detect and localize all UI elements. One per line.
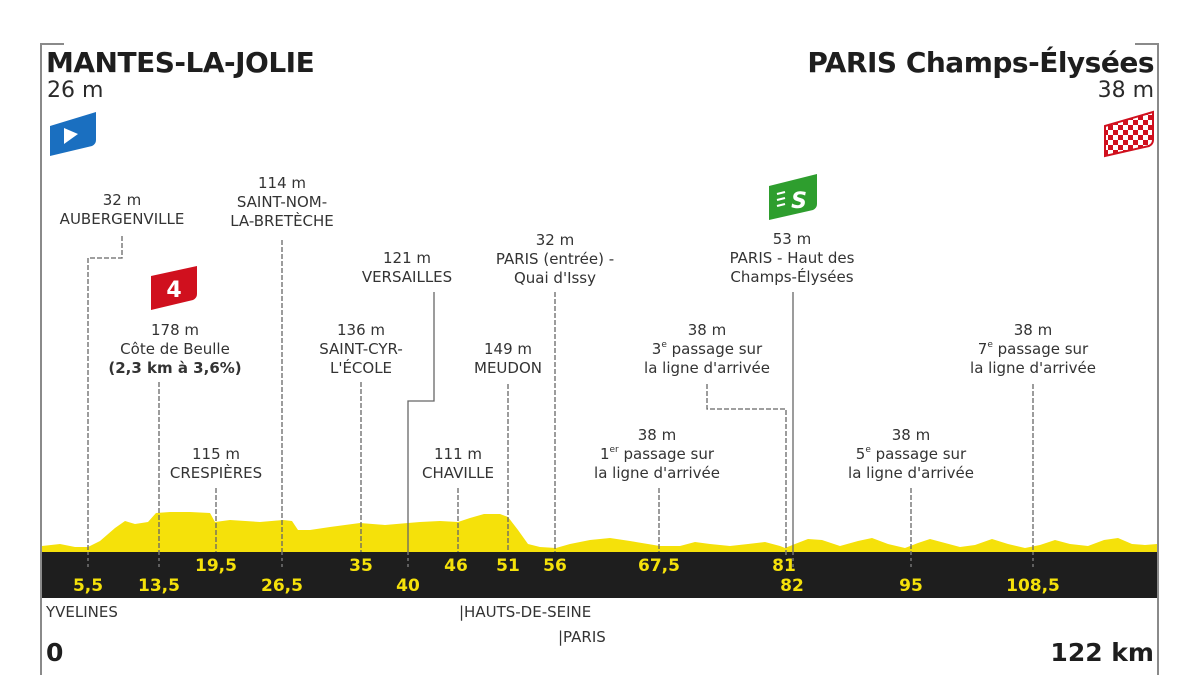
- altitude: 115 m: [191, 445, 241, 463]
- svg-text:4: 4: [166, 278, 181, 303]
- altitude: 111 m: [433, 445, 482, 463]
- passage-line2: la ligne d'arrivée: [594, 464, 720, 482]
- waypoint-chaville: 111 m CHAVILLE: [422, 445, 494, 483]
- frame-left-tick: [40, 43, 64, 45]
- waypoint-paris-entree: 32 m PARIS (entrée) - Quai d'Issy: [496, 231, 614, 288]
- checkered-finish-flag-icon: [1104, 110, 1154, 158]
- finish-altitude: 38 m: [1097, 78, 1154, 103]
- passage-line1: 5e passage sur: [855, 445, 967, 463]
- waypoint-1er-passage: 38 m 1er passage sur la ligne d'arrivée: [594, 426, 720, 483]
- km-marker: 26,5: [261, 576, 303, 596]
- place-name-line1: PARIS - Haut des: [729, 249, 855, 267]
- waypoint-haut-des-champs-elysees: 53 m PARIS - Haut des Champs-Élysées: [730, 230, 855, 287]
- altitude: 38 m: [687, 321, 727, 339]
- place-name-line1: SAINT-CYR-: [319, 340, 403, 358]
- waypoint-3e-passage: 38 m 3e passage sur la ligne d'arrivée: [644, 321, 770, 378]
- passage-line1: 7e passage sur: [977, 340, 1089, 358]
- distance-total: 122 km: [1050, 638, 1154, 667]
- leader-versailles: [407, 292, 435, 552]
- km-marker: 46: [444, 556, 468, 576]
- altitude: 178 m: [150, 321, 199, 339]
- waypoint-crespieres: 115 m CRESPIÈRES: [170, 445, 262, 483]
- waypoint-cote-de-beulle: 178 m Côte de Beulle (2,3 km à 3,6%): [108, 321, 241, 378]
- altitude: 136 m: [336, 321, 386, 339]
- km-marker: 51: [496, 556, 520, 576]
- frame-right-tick: [1135, 43, 1159, 45]
- km-marker: 82: [780, 576, 804, 596]
- waypoint-aubergenville: 32 m AUBERGENVILLE: [60, 191, 185, 229]
- svg-text:S: S: [791, 189, 807, 214]
- waypoint-saint-nom-la-breteche: 114 m SAINT-NOM- LA-BRETÈCHE: [230, 174, 334, 231]
- km-marker: 13,5: [138, 576, 180, 596]
- climb-name: Côte de Beulle: [120, 340, 230, 358]
- km-marker: 56: [543, 556, 567, 576]
- waypoint-saint-cyr-l-ecole: 136 m SAINT-CYR- L'ÉCOLE: [319, 321, 403, 378]
- passage-line1: 1er passage sur: [599, 445, 715, 463]
- climb-stats: (2,3 km à 3,6%): [108, 359, 242, 377]
- km-marker: 35: [349, 556, 373, 576]
- place-name-line2: Quai d'Issy: [513, 269, 597, 287]
- department-hauts-de-seine: |HAUTS-DE-SEINE: [459, 603, 592, 621]
- place-name: MEUDON: [474, 359, 542, 377]
- km-marker: 95: [899, 576, 923, 596]
- place-name-line1: SAINT-NOM-: [236, 193, 328, 211]
- leader-3e-passage: [706, 384, 787, 552]
- altitude: 149 m: [483, 340, 533, 358]
- altitude: 121 m: [382, 249, 432, 267]
- km-marker: 67,5: [638, 556, 680, 576]
- km-marker: 19,5: [195, 556, 237, 576]
- department-yvelines: YVELINES: [46, 603, 118, 621]
- altitude: 32 m: [102, 191, 142, 209]
- altitude: 53 m: [772, 230, 812, 248]
- passage-line1: 3e passage sur: [651, 340, 763, 358]
- elevation-area: [42, 512, 1157, 552]
- altitude: 38 m: [1013, 321, 1053, 339]
- km-marker: 108,5: [1006, 576, 1060, 596]
- place-name: CRESPIÈRES: [169, 464, 263, 482]
- frame-left-line: [40, 43, 42, 675]
- km-marker: 81: [772, 556, 796, 576]
- passage-line2: la ligne d'arrivée: [970, 359, 1096, 377]
- place-name-line2: L'ÉCOLE: [329, 359, 393, 377]
- km-marker: 40: [396, 576, 420, 596]
- waypoint-versailles: 121 m VERSAILLES: [362, 249, 452, 287]
- distance-start: 0: [46, 638, 64, 667]
- waypoint-5e-passage: 38 m 5e passage sur la ligne d'arrivée: [848, 426, 974, 483]
- place-name-line1: PARIS (entrée) -: [495, 250, 615, 268]
- leader-aubergenville: [87, 236, 123, 552]
- start-altitude: 26 m: [47, 78, 104, 103]
- place-name: AUBERGENVILLE: [59, 210, 185, 228]
- waypoint-7e-passage: 38 m 7e passage sur la ligne d'arrivée: [970, 321, 1096, 378]
- start-flag-icon: [50, 112, 96, 156]
- place-name: CHAVILLE: [422, 464, 494, 482]
- passage-line2: la ligne d'arrivée: [644, 359, 770, 377]
- start-town-title: MANTES-LA-JOLIE: [46, 46, 315, 79]
- altitude: 114 m: [257, 174, 307, 192]
- place-name-line2: LA-BRETÈCHE: [230, 212, 334, 230]
- km-marker: 5,5: [72, 576, 104, 596]
- place-name: VERSAILLES: [361, 268, 453, 286]
- frame-right-line: [1157, 43, 1159, 675]
- altitude: 32 m: [535, 231, 575, 249]
- category-4-climb-icon: 4: [151, 266, 197, 310]
- passage-line2: la ligne d'arrivée: [848, 464, 974, 482]
- sprint-icon: S: [769, 174, 817, 220]
- finish-town-title: PARIS Champs-Élysées: [807, 46, 1154, 79]
- km-bar: [42, 552, 1157, 598]
- altitude: 38 m: [891, 426, 931, 444]
- waypoint-meudon: 149 m MEUDON: [474, 340, 542, 378]
- department-paris: |PARIS: [558, 628, 606, 646]
- altitude: 38 m: [637, 426, 677, 444]
- place-name-line2: Champs-Élysées: [730, 268, 854, 286]
